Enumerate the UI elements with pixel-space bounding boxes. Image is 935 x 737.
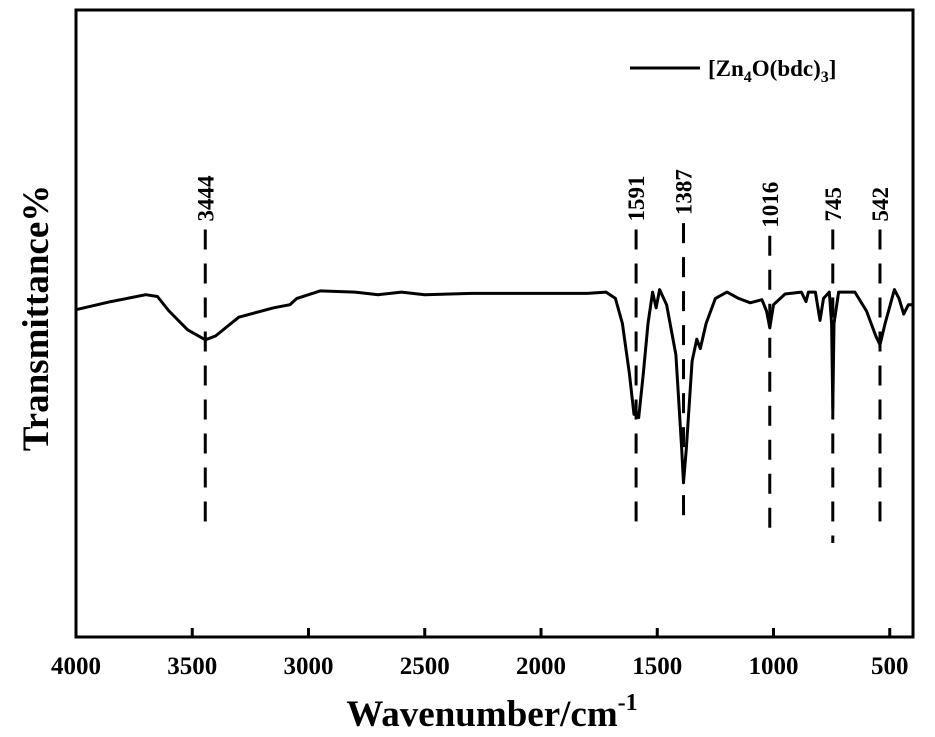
x-tick-label: 2500: [400, 653, 450, 680]
x-tick-label: 3000: [284, 653, 334, 680]
peak-label: 745: [821, 187, 846, 222]
y-axis-label: Transmittance%: [16, 185, 57, 452]
peak-label: 1016: [758, 182, 783, 228]
x-axis-label: Wavenumber/cm-1: [346, 690, 637, 735]
peak-label: 1591: [624, 175, 649, 221]
legend: [Zn4O(bdc)3]: [630, 56, 836, 86]
plot-frame: [74, 8, 915, 639]
peak-label: 542: [868, 187, 893, 222]
peak-label: 3444: [193, 175, 218, 222]
peak-label: 1387: [672, 169, 697, 215]
x-tick-label: 2000: [516, 653, 566, 680]
series-line: [75, 288, 913, 485]
legend-label: [Zn4O(bdc)3]: [708, 56, 836, 86]
x-tick-label: 4000: [51, 653, 101, 680]
x-tick-label: 3500: [167, 653, 217, 680]
x-tick-label: 500: [871, 653, 909, 680]
x-tick-label: 1000: [749, 653, 799, 680]
x-tick-label: 1500: [632, 653, 682, 680]
